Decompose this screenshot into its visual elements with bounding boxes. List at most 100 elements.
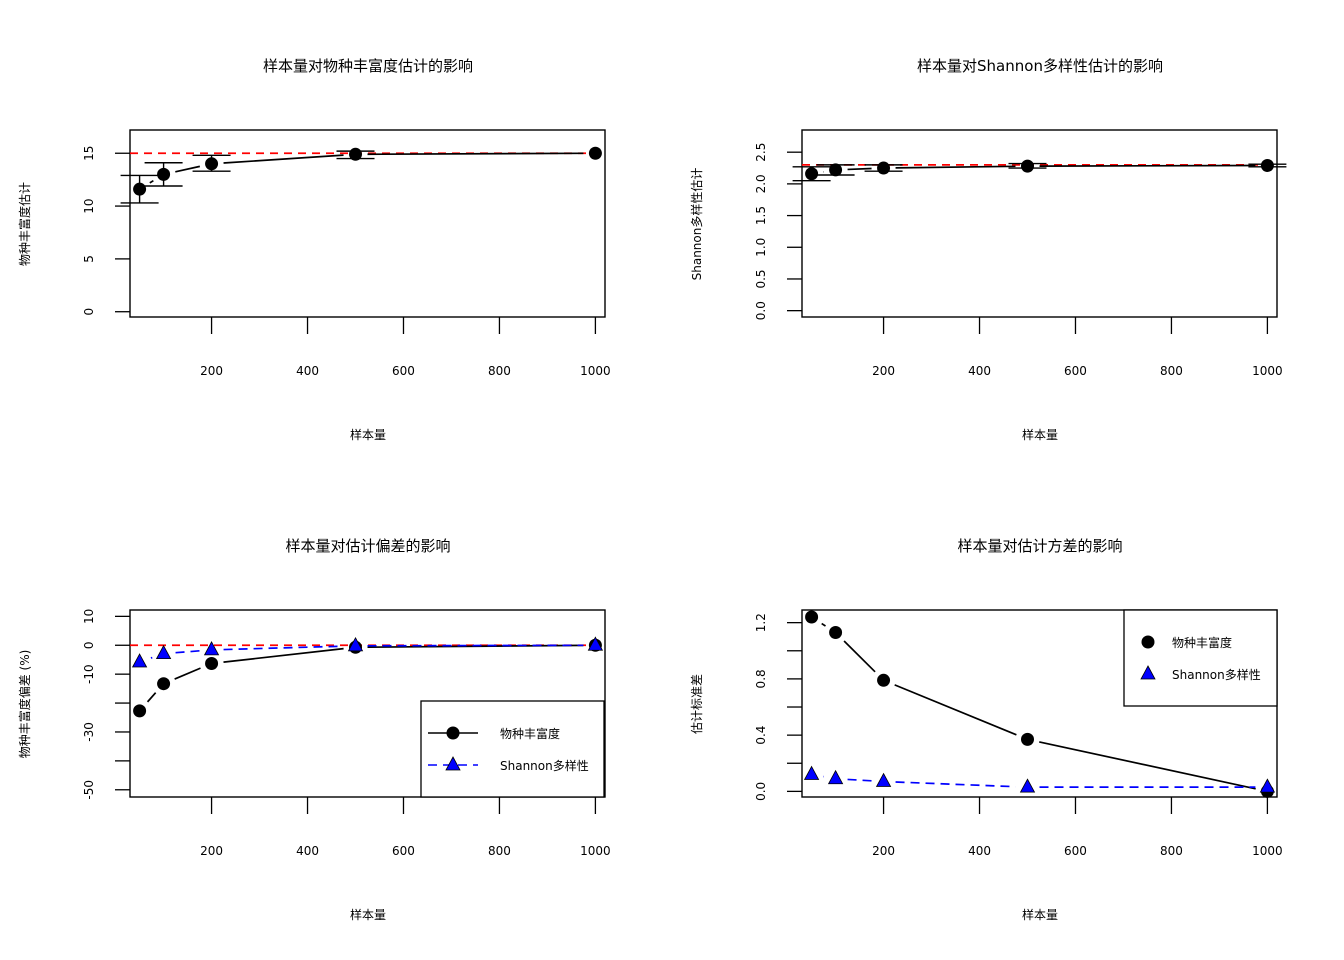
panel3-ytick-label: -10: [82, 664, 96, 684]
panel1-ytick-label: 0: [82, 308, 96, 316]
panel3-legend-marker-richness: [446, 726, 460, 740]
panel2-xtick-label: 1000: [1252, 364, 1283, 378]
panel4-legend-marker-shannon: [1140, 665, 1156, 680]
panel3-ytick-label: -50: [82, 780, 96, 800]
panel-richness: 样本量对物种丰富度估计的影响 样本量 物种丰富度估计 200 400 600 800 1…: [17, 57, 611, 442]
panel3-ytick-label: 0: [82, 641, 96, 649]
panel3-ylabel: 物种丰富度偏差 (%): [17, 650, 32, 759]
panel2-series-shannon-point: [877, 161, 891, 175]
panel3-plot-area: [130, 636, 605, 718]
panel2-title: 样本量对Shannon多样性估计的影响: [917, 57, 1163, 75]
panel3-series-richness-point: [205, 656, 219, 670]
panel4-series-richness-point: [829, 625, 843, 639]
panel3-axes: 200 400 600 800 1000 10 0 -10 -30 -50: [82, 609, 611, 858]
panel4-series-richness-segment: [1039, 741, 1256, 790]
panel1-frame: [129, 129, 606, 318]
panel4-legend-label-richness: 物种丰富度: [1172, 635, 1232, 650]
panel3-series-shannon-segment: [223, 645, 344, 651]
panel4-xtick-label: 800: [1160, 844, 1183, 858]
panel2-frame: [801, 129, 1278, 318]
panel3-xtick-label: 800: [488, 844, 511, 858]
panel2-series-shannon-point: [1260, 158, 1274, 172]
panel3-title: 样本量对估计偏差的影响: [285, 537, 450, 555]
panel-bias: 样本量对估计偏差的影响 样本量 物种丰富度偏差 (%) 200 400 600 800…: [17, 537, 611, 922]
panel1-ytick-label: 5: [82, 255, 96, 263]
panel1-series-richness-segment: [149, 179, 154, 184]
panel2-series-shannon-segment: [1039, 164, 1256, 167]
panel2-ylabel: Shannon多样性估计: [689, 168, 704, 281]
panel1-series-richness-segment: [223, 154, 344, 164]
panel2-ytick-label: 0.5: [754, 269, 768, 288]
panel3-series-shannon-segment: [175, 649, 200, 654]
panel2-series-shannon-point: [1021, 159, 1035, 173]
panel1-ytick-label: 15: [82, 146, 96, 161]
panel1-xtick-label: 400: [296, 364, 319, 378]
panel4-ytick-label: 1.2: [754, 613, 768, 632]
panel4-legend-box: [1123, 609, 1278, 707]
panel4-legend-marker-richness: [1141, 635, 1155, 649]
panel4-xlabel: 样本量: [1022, 907, 1058, 922]
panel1-ylabel: 物种丰富度估计: [17, 182, 32, 266]
panel1-series-richness-point: [588, 146, 602, 160]
panel4-series-shannon-point: [827, 769, 844, 785]
panel3-series-richness-point: [157, 677, 171, 691]
panel4-ytick-label: 0.8: [754, 669, 768, 688]
panel3-series-shannon-segment: [367, 644, 584, 647]
panel1-xtick-label: 600: [392, 364, 415, 378]
panel3-ytick-label: 10: [82, 609, 96, 624]
panel4-series-richness-point: [1021, 732, 1035, 746]
panel4-xtick-label: 200: [872, 844, 895, 858]
panel4-series-shannon-point: [803, 765, 820, 780]
panel3-xtick-label: 1000: [580, 844, 611, 858]
panel1-series-richness-point: [157, 167, 171, 181]
panel2-xtick-label: 600: [1064, 364, 1087, 378]
panel4-series-shannon-point: [1019, 778, 1036, 793]
panel4-series-shannon-point: [1259, 778, 1276, 793]
panel3-series-shannon-point: [203, 641, 220, 656]
panel2-series-shannon-point: [829, 163, 843, 177]
panel2-series-shannon-segment: [847, 167, 872, 171]
panel4-ylabel: 估计标准差: [690, 674, 704, 734]
panel4-xtick-label: 1000: [1252, 844, 1283, 858]
panel3-series-shannon-point: [347, 636, 364, 652]
panel1-xtick-label: 200: [200, 364, 223, 378]
panel2-ytick-label: 2.5: [754, 143, 768, 162]
panel3-legend-box: [420, 700, 605, 798]
panel4-series-shannon-segment: [895, 781, 1016, 788]
panel3-series-shannon-point: [155, 644, 172, 660]
panel3-series-richness-segment: [223, 647, 344, 663]
panel1-series-richness-segment: [367, 152, 584, 156]
panel3-legend-label-richness: 物种丰富度: [500, 726, 560, 741]
panel-variance: 样本量对估计方差的影响 样本量 估计标准差 200 400 600 800 1000 0.…: [690, 537, 1283, 922]
panel4-legend: 物种丰富度 Shannon多样性: [1123, 609, 1278, 707]
panel1-series-richness-point: [133, 182, 147, 196]
panel3-series-shannon-point: [587, 636, 604, 651]
panel2-xtick-label: 400: [968, 364, 991, 378]
panel4-series-shannon-segment: [847, 778, 872, 782]
panel4-series-richness-segment: [843, 640, 876, 673]
panel2-xlabel: 样本量: [1022, 427, 1058, 442]
panel1-xtick-label: 800: [488, 364, 511, 378]
panel3-ytick-label: -30: [82, 722, 96, 742]
panel4-series-richness-segment: [894, 684, 1017, 736]
panel3-series-richness-point: [133, 704, 147, 718]
panel4-series-richness-point: [805, 610, 819, 624]
panel1-title: 样本量对物种丰富度估计的影响: [263, 57, 473, 75]
panel4-series-shannon-point: [875, 772, 892, 787]
panel1-axes: 200 400 600 800 1000 0 5 10 15: [82, 129, 611, 378]
panel3-series-richness-segment: [146, 692, 157, 703]
panel4-ytick-label: 0.0: [754, 782, 768, 801]
panel3-xtick-label: 600: [392, 844, 415, 858]
panel2-ytick-label: 1.5: [754, 206, 768, 225]
panel2-xtick-label: 800: [1160, 364, 1183, 378]
panel2-series-shannon-segment: [895, 165, 1016, 169]
panel1-series-richness-segment: [175, 165, 201, 173]
panel3-legend-marker-shannon: [445, 756, 461, 771]
panel3-legend: 物种丰富度 Shannon多样性: [420, 700, 605, 798]
panel2-ytick-label: 2.0: [754, 174, 768, 193]
panel2-axes: 200 400 600 800 1000 0.0 0.5 1.0 1.5 2.0 2.5: [754, 129, 1283, 378]
panel3-xtick-label: 400: [296, 844, 319, 858]
panel3-series-richness-segment: [174, 667, 201, 680]
panel3-series-shannon-point: [131, 653, 148, 668]
